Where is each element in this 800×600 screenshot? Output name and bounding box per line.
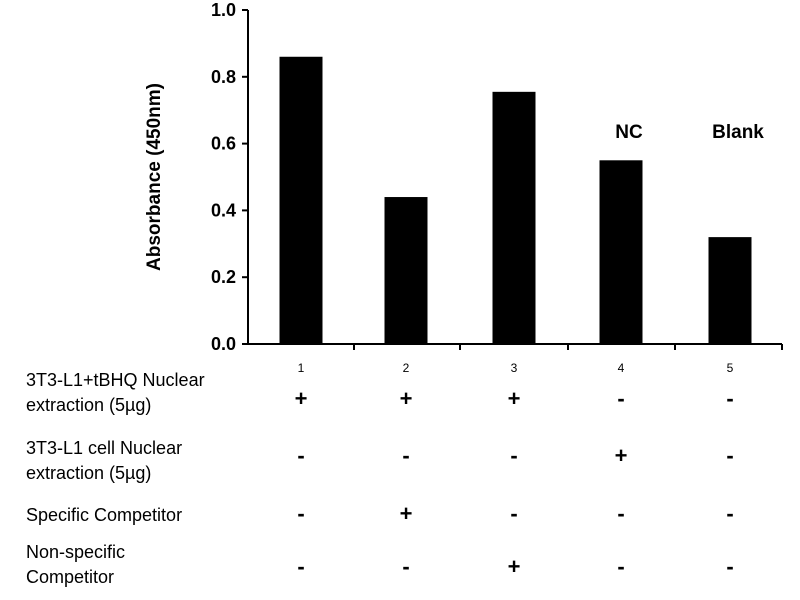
condition-sign: + xyxy=(507,386,521,411)
y-tick-label: 0.8 xyxy=(211,67,236,87)
condition-label-non-specific-competitor: Non-specific Competitor xyxy=(26,542,126,587)
y-tick-label: 1.0 xyxy=(211,0,236,20)
bar-5 xyxy=(708,237,752,344)
x-tick-label: 5 xyxy=(727,361,734,375)
condition-sign: - xyxy=(402,443,410,468)
condition-sign: + xyxy=(294,386,308,411)
condition-sign: + xyxy=(507,554,521,579)
bar-1 xyxy=(279,56,323,344)
condition-sign: - xyxy=(617,386,625,411)
condition-sign: - xyxy=(297,443,305,468)
condition-sign: + xyxy=(614,443,628,468)
condition-sign: - xyxy=(726,501,734,526)
bar-2 xyxy=(384,197,428,344)
condition-sign: + xyxy=(399,501,413,526)
condition-sign: - xyxy=(510,501,518,526)
condition-sign: - xyxy=(726,554,734,579)
y-tick-label: 0.4 xyxy=(211,200,236,220)
condition-sign: - xyxy=(617,554,625,579)
y-axis-title: Absorbance (450nm) xyxy=(144,83,165,271)
x-tick-label: 3 xyxy=(511,361,518,375)
bar-4 xyxy=(599,160,643,344)
y-tick-label: 0.2 xyxy=(211,267,236,287)
y-tick-label: 0.6 xyxy=(211,134,236,154)
annotation-blank: Blank xyxy=(712,122,764,143)
condition-label-cell-nuclear-extraction: 3T3-L1 cell Nuclear extraction (5µg) xyxy=(26,438,183,483)
x-tick-label: 4 xyxy=(618,361,625,375)
condition-sign: - xyxy=(510,443,518,468)
condition-sign: - xyxy=(617,501,625,526)
condition-sign: - xyxy=(726,443,734,468)
condition-sign: + xyxy=(399,386,413,411)
bar-3 xyxy=(492,91,536,344)
condition-sign: - xyxy=(726,386,734,411)
condition-label-tbhq-nuclear-extraction: 3T3-L1+tBHQ Nuclear extraction (5µg) xyxy=(26,370,205,415)
annotation-nc: NC xyxy=(615,122,643,143)
x-tick-label: 1 xyxy=(298,361,305,375)
condition-label-specific-competitor: Specific Competitor xyxy=(26,505,183,525)
condition-sign: - xyxy=(297,501,305,526)
x-tick-label: 2 xyxy=(403,361,410,375)
condition-sign: - xyxy=(297,554,305,579)
y-tick-label: 0.0 xyxy=(211,334,236,354)
condition-sign: - xyxy=(402,554,410,579)
